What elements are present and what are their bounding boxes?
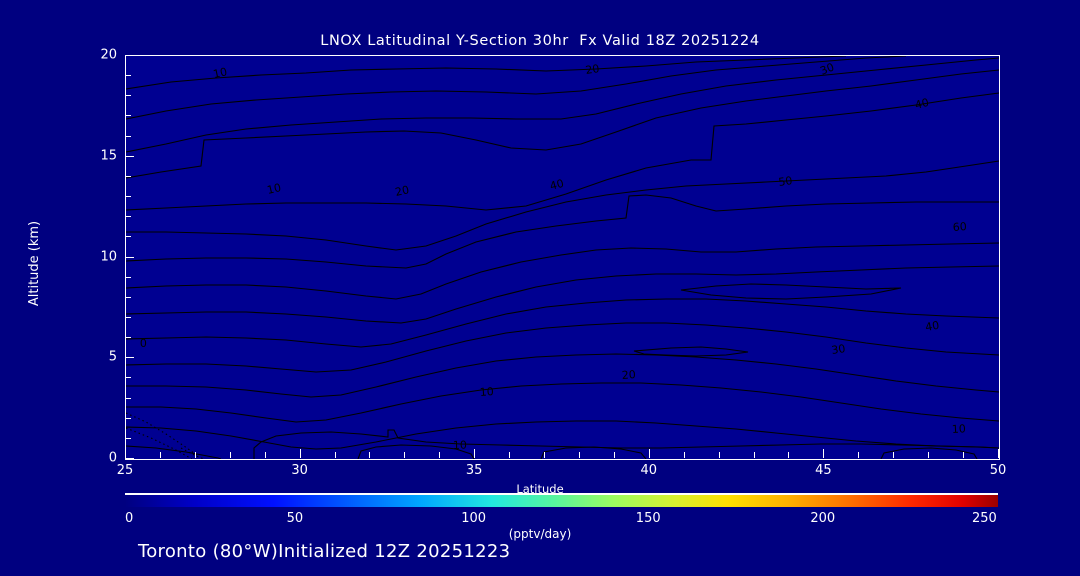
svg-text:30: 30 — [818, 60, 836, 77]
x-axis-minor-tick — [963, 452, 964, 458]
page-title: LNOX Latitudinal Y-Section 30hr Fx Valid… — [320, 33, 760, 49]
x-axis-minor-tick — [404, 452, 405, 458]
x-axis-minor-tick — [579, 452, 580, 458]
x-axis-tick-label: 25 — [116, 463, 134, 478]
y-axis-major-tick — [125, 156, 134, 157]
y-axis-minor-tick — [125, 337, 131, 338]
svg-text:40: 40 — [548, 177, 565, 193]
x-axis-minor-tick — [788, 452, 789, 458]
svg-text:10: 10 — [479, 385, 494, 399]
svg-text:50: 50 — [778, 174, 794, 189]
x-axis-major-tick — [649, 449, 650, 458]
colorbar — [125, 493, 998, 509]
y-axis-tick-label: 5 — [108, 349, 117, 365]
y-axis-tick-label: 10 — [100, 249, 117, 264]
colorbar-unit-label: (pptv/day) — [508, 527, 572, 541]
svg-text:60: 60 — [952, 220, 967, 234]
x-axis-minor-tick — [858, 452, 859, 458]
x-axis-tick-label: 45 — [815, 463, 832, 478]
y-axis-major-tick — [125, 257, 134, 258]
x-axis-major-tick — [823, 449, 824, 458]
colorbar-tick-label: 50 — [286, 511, 304, 526]
svg-text:10: 10 — [212, 65, 228, 81]
colorbar-top-rule — [125, 493, 998, 495]
x-axis-major-tick — [474, 449, 475, 458]
x-axis-minor-tick — [928, 452, 929, 458]
svg-text:20: 20 — [621, 368, 636, 382]
y-axis-minor-tick — [125, 377, 131, 378]
x-axis-minor-tick — [509, 452, 510, 458]
x-axis-minor-tick — [544, 452, 545, 458]
y-axis-tick-label: 0 — [108, 450, 117, 466]
svg-text:30: 30 — [831, 342, 847, 357]
x-axis-tick-label: 35 — [465, 463, 483, 478]
y-axis-major-tick — [125, 55, 134, 56]
x-axis-minor-tick — [439, 452, 440, 458]
footer-label: Toronto (80°W)Initialized 12Z 20251223 — [138, 541, 511, 562]
svg-text:0: 0 — [140, 337, 147, 350]
svg-text:10: 10 — [266, 181, 283, 197]
svg-text:40: 40 — [914, 96, 931, 112]
x-axis-minor-tick — [230, 452, 231, 458]
y-axis-minor-tick — [125, 115, 131, 116]
x-axis-minor-tick — [369, 452, 370, 458]
colorbar-tick-label: 250 — [972, 511, 997, 526]
x-axis-minor-tick — [195, 452, 196, 458]
x-axis-major-tick — [300, 449, 301, 458]
colorbar-tick-label: 200 — [810, 511, 836, 526]
x-axis-minor-tick — [684, 452, 685, 458]
x-axis-major-tick — [125, 449, 126, 458]
contour-plot: 10 20 30 40 10 20 40 50 60 0 40 30 20 10… — [126, 56, 999, 459]
y-axis-minor-tick — [125, 176, 131, 177]
svg-text:40: 40 — [924, 319, 940, 334]
y-axis-tick-label: 15 — [100, 148, 117, 164]
x-axis-minor-tick — [754, 452, 755, 458]
y-axis-minor-tick — [125, 75, 131, 76]
x-axis-tick-label: 50 — [989, 463, 1007, 478]
y-axis-major-tick — [125, 458, 134, 459]
y-axis-minor-tick — [125, 136, 131, 137]
svg-text:10: 10 — [453, 439, 467, 452]
x-axis-minor-tick — [265, 452, 266, 458]
plot-area: 10 20 30 40 10 20 40 50 60 0 40 30 20 10… — [125, 55, 1000, 460]
y-axis-minor-tick — [125, 438, 131, 439]
colorbar-tick-label: 100 — [461, 511, 487, 526]
y-axis-title: Altitude (km) — [27, 220, 43, 307]
x-axis-major-tick — [998, 449, 999, 458]
x-axis-minor-tick — [614, 452, 615, 458]
x-axis-tick-label: 40 — [640, 463, 658, 478]
x-axis-minor-tick — [893, 452, 894, 458]
y-axis-minor-tick — [125, 216, 131, 217]
contour-lines — [126, 56, 999, 459]
x-axis-minor-tick — [335, 452, 336, 458]
colorbar-tick-label: 150 — [635, 511, 661, 526]
y-axis-minor-tick — [125, 418, 131, 419]
x-axis-title: Latitude — [516, 482, 564, 496]
y-axis-minor-tick — [125, 317, 131, 318]
contour-labels: 10 20 30 40 10 20 40 50 60 0 40 30 20 10… — [140, 60, 968, 452]
colorbar-tick-label: 0 — [125, 511, 134, 526]
x-axis-minor-tick — [719, 452, 720, 458]
y-axis-major-tick — [125, 357, 134, 358]
colorbar-gradient — [125, 495, 998, 507]
x-axis-minor-tick — [160, 452, 161, 458]
y-axis-minor-tick — [125, 398, 131, 399]
svg-text:20: 20 — [585, 62, 601, 77]
y-axis-tick-label: 20 — [100, 47, 117, 63]
svg-text:10: 10 — [951, 422, 966, 436]
y-axis-minor-tick — [125, 277, 131, 278]
y-axis-minor-tick — [125, 297, 131, 298]
y-axis-minor-tick — [125, 95, 131, 96]
y-axis-minor-tick — [125, 196, 131, 197]
x-axis-tick-label: 30 — [291, 463, 308, 478]
svg-text:20: 20 — [394, 183, 410, 199]
y-axis-minor-tick — [125, 236, 131, 237]
